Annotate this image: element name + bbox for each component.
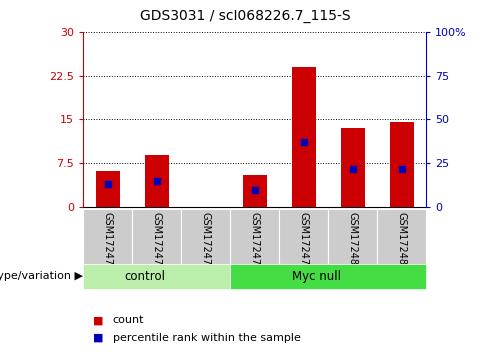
Text: control: control	[124, 270, 165, 283]
Bar	[341, 128, 365, 207]
Bar	[328, 209, 377, 264]
Bar	[230, 264, 426, 289]
Text: GSM172476: GSM172476	[152, 212, 162, 271]
Text: GSM172481: GSM172481	[397, 212, 407, 271]
Text: GSM172477: GSM172477	[201, 212, 211, 271]
Bar	[83, 264, 230, 289]
Text: GDS3031 / scI068226.7_115-S: GDS3031 / scI068226.7_115-S	[140, 9, 350, 23]
Bar	[292, 67, 316, 207]
Text: GSM172479: GSM172479	[299, 212, 309, 271]
Bar	[83, 209, 132, 264]
Text: GSM172478: GSM172478	[250, 212, 260, 271]
Text: count: count	[113, 315, 144, 325]
Bar	[132, 209, 181, 264]
Text: ■: ■	[93, 333, 103, 343]
Text: percentile rank within the sample: percentile rank within the sample	[113, 333, 300, 343]
Bar	[390, 122, 414, 207]
Bar	[230, 209, 279, 264]
Bar	[279, 209, 328, 264]
Bar	[96, 171, 120, 207]
Text: genotype/variation ▶: genotype/variation ▶	[0, 272, 83, 281]
Text: GSM172475: GSM172475	[103, 212, 113, 271]
Bar	[243, 175, 267, 207]
Bar	[181, 209, 230, 264]
Bar	[145, 154, 169, 207]
Text: GSM172480: GSM172480	[348, 212, 358, 271]
Bar	[377, 209, 426, 264]
Text: Myc null: Myc null	[292, 270, 341, 283]
Text: ■: ■	[93, 315, 103, 325]
